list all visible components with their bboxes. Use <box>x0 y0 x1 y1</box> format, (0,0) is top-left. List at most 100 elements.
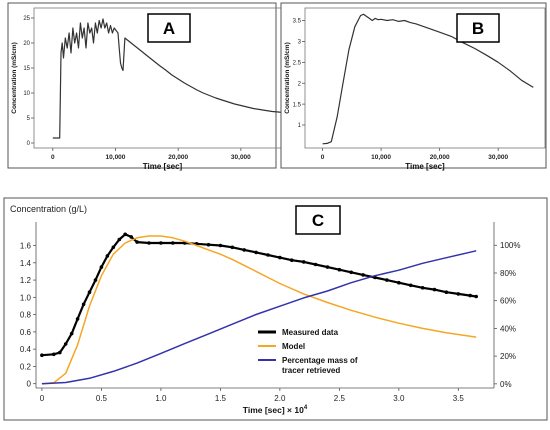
panel-a-y-tick-label: 15 <box>23 66 30 72</box>
panel-c-data-point <box>313 262 318 267</box>
panel-a-x-axis-label: Time [sec] <box>143 162 183 171</box>
panel-c-series-line <box>41 235 477 385</box>
panel-c-x-tick-label: 0.5 <box>96 394 108 403</box>
panel-c-y-tick-label: 0.6 <box>20 328 32 337</box>
panel-b-x-tick-label: 20,000 <box>430 154 450 161</box>
panel-b-frame <box>280 2 547 169</box>
panel-c-y-tick-label: 0 <box>27 380 32 389</box>
panel-c-data-point <box>117 237 122 242</box>
panel-b-y-tick-label: 2 <box>298 81 302 87</box>
panel-b-y-tick-label: 3 <box>298 40 302 46</box>
panel-c-legend-label: Percentage mass of tracer retrieved <box>282 356 358 375</box>
panel-c-data-point <box>147 241 151 245</box>
panel-a-x-tick-label: 10,000 <box>106 154 126 161</box>
panel-c-x-axis-label: Time [sec] × 104 <box>243 405 308 415</box>
panel-c-y2-tick-label: 100% <box>500 241 520 250</box>
panel-c-data-point <box>99 265 104 269</box>
panel-b-y-tick-label: 1 <box>298 123 302 129</box>
panel-c-data-point <box>242 248 246 252</box>
panel-c-data-point <box>301 260 306 264</box>
panel-c-y-tick-label: 1.4 <box>20 259 32 268</box>
panel-a-y-tick-label: 25 <box>23 16 30 22</box>
panel-c-data-point <box>432 287 437 292</box>
panel-b-x-tick-label: 30,000 <box>488 154 508 161</box>
panel-c-x-tick-label: 0 <box>40 394 45 403</box>
panel-c-data-point <box>123 232 127 237</box>
panel-c-y2-tick-label: 60% <box>500 297 516 306</box>
panel-c-data-point <box>93 278 98 282</box>
panel-c-y-tick-label: 0.8 <box>20 311 32 320</box>
panel-c-data-point <box>337 267 342 272</box>
panel-c-data-point <box>111 245 116 250</box>
panel-c-legend-label: Measured data <box>282 328 339 337</box>
panel-a-y-tick-label: 0 <box>27 141 31 147</box>
panel-c-data-point <box>397 280 401 285</box>
panel-c-y-tick-label: 0.2 <box>20 362 32 371</box>
panel-b-y-axis-label: Concentration (mS/cm) <box>284 42 291 114</box>
panel-c-y-tick-label: 1.2 <box>20 276 32 285</box>
panel-c-data-point <box>230 245 235 250</box>
panel-c-data-point <box>408 283 413 288</box>
panel-b-label: B <box>472 19 484 38</box>
panel-c-data-point <box>361 273 365 277</box>
panel-b-x-tick-label: 0 <box>321 154 325 161</box>
panel-a-frame <box>7 2 277 169</box>
panel-b-x-axis-label: Time [sec] <box>405 162 445 171</box>
panel-c-x-tick-label: 1.5 <box>215 394 227 403</box>
panel-c-data-point <box>385 278 389 282</box>
panel-b-plot-area <box>304 7 546 149</box>
panel-c-data-point <box>290 258 294 263</box>
panel-c-x-tick-label: 3.0 <box>393 394 405 403</box>
panel-c-data-point <box>254 250 258 255</box>
panel-c-data-point <box>52 352 56 357</box>
panel-b-y-tick-label: 2.5 <box>293 61 302 67</box>
panel-c-data-point <box>87 290 92 295</box>
panel-c-series-line <box>41 250 477 385</box>
panel-b: 0 10,000 20,000 30,000 1 1.5 2 2.5 3 3.5 Time [sec… <box>280 2 547 171</box>
panel-c-data-point <box>40 353 44 358</box>
panel-c-y-tick-label: 1.6 <box>20 242 32 251</box>
panel-c-y2-tick-label: 0% <box>500 380 512 389</box>
panel-a-y-tick-label: 20 <box>23 41 30 47</box>
panel-c-label-box <box>295 205 341 235</box>
panel-c-y2-tick-label: 20% <box>500 352 516 361</box>
panel-c-data-point <box>206 242 211 247</box>
panel-c-y2-tick-label: 40% <box>500 324 516 333</box>
panel-c-data-point <box>135 240 139 244</box>
panel-c-x-tick-label: 2.5 <box>334 394 346 403</box>
panel-b-series-line <box>322 13 534 145</box>
panel-a-x-tick-label: 30,000 <box>231 154 251 161</box>
panel-c-data-point <box>444 290 449 295</box>
panel-a-y-axis-label: Concentration (mS/cm) <box>11 42 18 114</box>
panel-c-x-tick-label: 3.5 <box>453 394 465 403</box>
panel-c-data-point <box>159 241 163 245</box>
panel-c-data-point <box>58 350 62 355</box>
panel-a: 0 10,000 20,000 30,000 0 5 10 15 20 25 Time [sec] C… <box>7 2 292 171</box>
panel-c-data-point <box>474 294 479 299</box>
panel-c-data-point <box>278 255 282 260</box>
panel-a-label: A <box>163 19 175 38</box>
panel-c-data-point <box>420 286 425 290</box>
panel-c-y-axis-label: Concentration (g/L) <box>10 204 87 214</box>
panel-c-x-tick-label: 2.0 <box>274 394 286 403</box>
panel-c-label: C <box>312 211 324 230</box>
panel-c-data-point <box>171 241 175 245</box>
panel-c: 0 0.5 1.0 1.5 2.0 2.5 3.0 3.5 0 0.2 0.4 0.6 0.8 1.0 1.… <box>3 197 548 421</box>
panel-c-data-point <box>349 270 354 275</box>
panel-c-data-point <box>105 254 110 258</box>
panel-c-data-point <box>325 265 330 269</box>
panel-b-y-tick-label: 1.5 <box>293 102 302 108</box>
panel-c-frame <box>3 197 548 421</box>
panel-a-y-tick-label: 10 <box>23 91 30 97</box>
panel-c-data-point <box>266 253 270 257</box>
panel-b-label-box <box>456 13 500 43</box>
panel-c-data-point <box>129 235 133 239</box>
panel-c-data-point <box>456 292 461 296</box>
panel-a-x-tick-label: 0 <box>51 154 55 161</box>
panel-c-x-tick-label: 1.0 <box>155 394 167 403</box>
panel-c-y2-tick-label: 80% <box>500 269 516 278</box>
panel-c-y-tick-label: 0.4 <box>20 345 32 354</box>
panel-c-data-point <box>63 342 68 346</box>
panel-c-legend-label: Model <box>282 342 305 351</box>
